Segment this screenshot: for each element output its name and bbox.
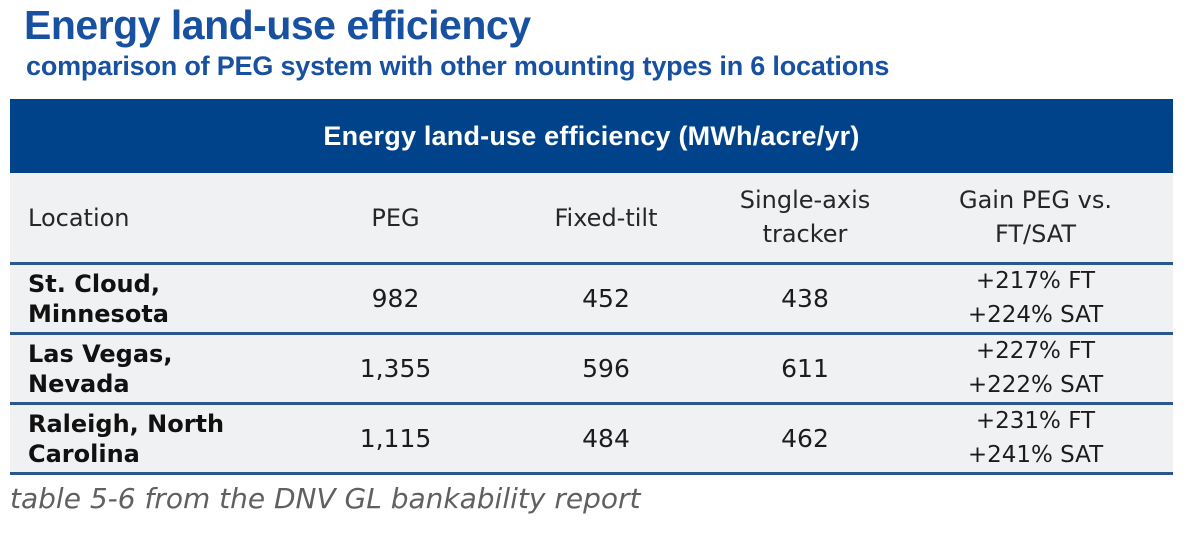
cell-fixed-tilt: 484 bbox=[582, 424, 630, 453]
cell-single-axis: 462 bbox=[781, 424, 829, 453]
column-header-single-axis-tracker: Single-axis tracker bbox=[739, 185, 871, 248]
cell-location: St. Cloud, Minnesota bbox=[28, 269, 169, 328]
table-caption: table 5-6 from the DNV GL bankability re… bbox=[10, 482, 641, 515]
column-header-gain: Gain PEG vs. FT/SAT bbox=[958, 185, 1112, 248]
table-header-row: Location PEG Fixed-tilt Single-axis trac… bbox=[10, 173, 1173, 265]
cell-gain: +227% FT +222% SAT bbox=[967, 338, 1104, 398]
cell-single-axis: 611 bbox=[781, 354, 829, 383]
table-row: Raleigh, North Carolina 1,115 484 462 +2… bbox=[10, 405, 1173, 475]
page-title: Energy land-use efficiency bbox=[24, 2, 531, 48]
cell-gain: +217% FT +224% SAT bbox=[967, 268, 1104, 328]
cell-fixed-tilt: 596 bbox=[582, 354, 630, 383]
cell-fixed-tilt: 452 bbox=[582, 284, 630, 313]
column-header-location: Location bbox=[28, 203, 130, 232]
column-header-fixed-tilt: Fixed-tilt bbox=[554, 203, 658, 232]
efficiency-table: Energy land-use efficiency (MWh/acre/yr)… bbox=[10, 99, 1173, 475]
cell-gain: +231% FT +241% SAT bbox=[967, 408, 1104, 468]
table-title-bar: Energy land-use efficiency (MWh/acre/yr) bbox=[10, 99, 1173, 173]
cell-location: Las Vegas, Nevada bbox=[28, 339, 173, 398]
table-row: Las Vegas, Nevada 1,355 596 611 +227% FT… bbox=[10, 335, 1173, 405]
column-header-peg: PEG bbox=[371, 203, 420, 232]
cell-location: Raleigh, North Carolina bbox=[28, 409, 225, 468]
cell-peg: 1,115 bbox=[359, 424, 432, 453]
cell-single-axis: 438 bbox=[781, 284, 829, 313]
cell-peg: 982 bbox=[371, 284, 420, 313]
table-row: St. Cloud, Minnesota 982 452 438 +217% F… bbox=[10, 265, 1173, 335]
cell-peg: 1,355 bbox=[359, 354, 432, 383]
page-subtitle: comparison of PEG system with other moun… bbox=[26, 51, 890, 81]
